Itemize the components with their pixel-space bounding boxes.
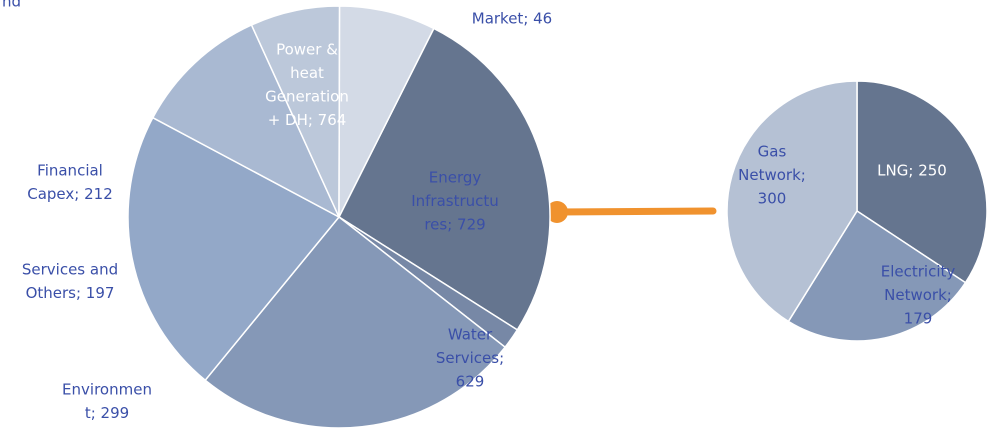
data-label: 179	[904, 310, 933, 328]
data-label: + DH; 764	[268, 111, 347, 129]
data-label: heat	[290, 64, 324, 82]
data-label: Infrastructu	[411, 192, 499, 210]
pie-slice	[151, 23, 341, 219]
data-label: Services;	[436, 349, 504, 367]
data-label: Water	[448, 326, 493, 344]
data-label: Capex; 212	[27, 185, 112, 203]
data-label: Electricity	[881, 263, 956, 281]
pie-slice	[127, 116, 341, 382]
connector-line	[553, 207, 717, 216]
data-label: Generation	[265, 88, 349, 106]
chart-title: nd	[2, 0, 21, 11]
data-label: Power &	[276, 41, 338, 59]
data-label: LNG; 250	[877, 162, 947, 180]
data-label: t; 299	[85, 404, 129, 422]
data-label: Environmen	[62, 381, 152, 399]
connector-dot	[546, 201, 568, 223]
pie-slice	[338, 5, 435, 218]
data-label: Network;	[738, 166, 806, 184]
data-label: Others; 197	[26, 284, 115, 302]
data-label: Network;	[884, 286, 952, 304]
data-label: Gas	[758, 143, 787, 161]
pie-slice	[726, 80, 858, 323]
pie-slice	[204, 215, 507, 429]
data-label: 300	[758, 190, 787, 208]
pie-slice	[787, 209, 967, 342]
data-label: Services and	[22, 261, 118, 279]
pie-slice	[338, 27, 551, 331]
data-label: Market; 46	[472, 10, 552, 28]
data-label: 629	[456, 373, 485, 391]
data-label: res; 729	[424, 216, 485, 234]
data-label: Energy	[429, 169, 482, 187]
data-label: Financial	[37, 162, 103, 180]
